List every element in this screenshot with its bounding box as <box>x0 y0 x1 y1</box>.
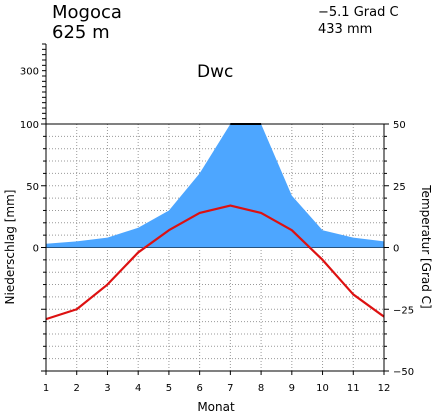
month-tick-label: 6 <box>196 383 202 394</box>
month-tick-label: 1 <box>43 383 49 394</box>
month-tick-label: 12 <box>378 383 391 394</box>
month-tick-label: 5 <box>166 383 172 394</box>
month-tick-label: 9 <box>289 383 295 394</box>
y-axis-label-left: Niederschlag [mm] <box>3 190 17 305</box>
climate-classification: Dwc <box>197 62 233 82</box>
month-tick-label: 8 <box>258 383 264 394</box>
temp-tick-label: −50 <box>393 367 414 378</box>
month-tick-label: 3 <box>104 383 110 394</box>
temp-tick-label: −25 <box>393 305 414 316</box>
month-tick-label: 10 <box>316 383 329 394</box>
temp-axis-ticks: 50 25 0 −25 −50 <box>384 120 414 378</box>
precip-tick-label: 100 <box>20 120 39 131</box>
precip-tick-label: 50 <box>26 182 39 193</box>
y-axis-label-right: Temperatur [Grad C] <box>419 184 433 308</box>
x-axis-label: Monat <box>197 400 235 414</box>
precipitation-area <box>46 123 384 248</box>
mean-temperature: −5.1 Grad C <box>318 5 399 20</box>
station-elevation: 625 m <box>52 22 110 43</box>
temp-tick-label: 0 <box>393 244 399 255</box>
month-tick-label: 2 <box>74 383 80 394</box>
temp-tick-label: 50 <box>393 120 406 131</box>
month-tick-label: 4 <box>135 383 141 394</box>
temp-tick-label: 25 <box>393 182 406 193</box>
station-name: Mogoca <box>52 2 122 23</box>
month-tick-label: 11 <box>347 383 360 394</box>
temperature-line <box>45 204 385 321</box>
temperature-polyline <box>45 204 385 321</box>
month-tick-label: 7 <box>227 383 233 394</box>
upper-precip-axis <box>42 43 47 125</box>
precip-axis-ticks: 0 50 100 300 <box>20 67 46 372</box>
precip-tick-label: 300 <box>20 67 39 78</box>
precip-tick-label: 0 <box>33 244 39 255</box>
month-axis-ticks: 1 2 3 4 5 6 7 8 9 10 11 12 <box>43 371 391 394</box>
annual-precipitation: 433 mm <box>318 22 372 37</box>
precipitation-area-shape <box>46 124 384 248</box>
